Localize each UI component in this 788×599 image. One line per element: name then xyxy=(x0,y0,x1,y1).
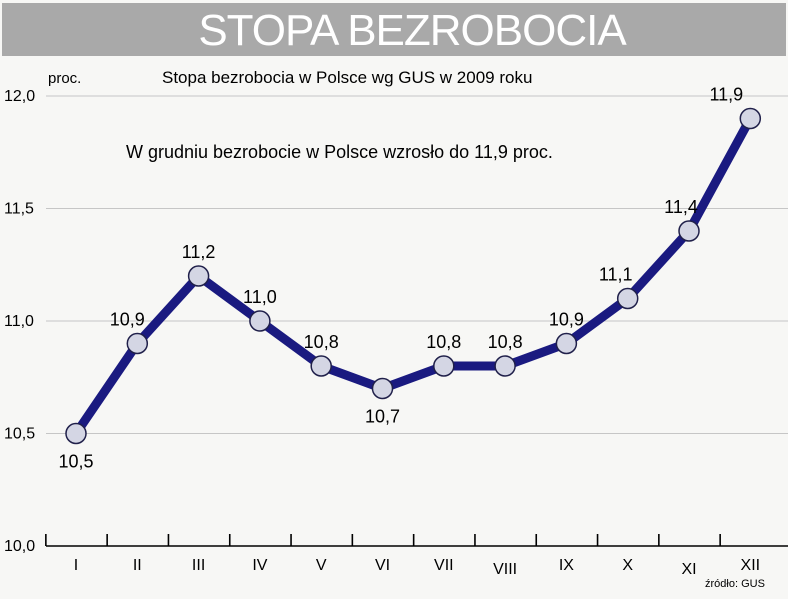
y-tick-label: 10,5 xyxy=(4,426,35,443)
x-tick-label: VIII xyxy=(493,561,517,578)
data-label: 10,9 xyxy=(110,310,145,330)
x-tick-label: III xyxy=(192,557,205,574)
data-point xyxy=(433,355,455,377)
x-tick-label: IV xyxy=(252,557,267,574)
x-tick-label: I xyxy=(74,557,78,574)
data-point xyxy=(310,355,332,377)
data-point xyxy=(555,332,578,355)
data-point xyxy=(678,220,700,242)
source-note: źródło: GUS xyxy=(705,578,765,590)
data-label: 10,8 xyxy=(426,332,461,352)
data-point xyxy=(187,265,210,287)
data-point xyxy=(371,377,394,400)
chart-annotation: W grudniu bezrobocie w Polsce wzrosło do… xyxy=(126,142,553,162)
data-label: 10,7 xyxy=(365,407,400,427)
x-tick-label: X xyxy=(622,557,633,574)
data-label: 10,5 xyxy=(58,452,93,472)
x-tick-label: II xyxy=(133,557,142,574)
series-line xyxy=(71,114,755,438)
y-tick-label: 10,0 xyxy=(4,538,35,555)
data-point xyxy=(65,422,87,445)
data-label: 11,4 xyxy=(664,197,698,217)
data-point xyxy=(739,107,762,130)
data-label: 10,8 xyxy=(304,332,339,352)
data-label: 11,9 xyxy=(709,85,743,105)
y-tick-label: 11,0 xyxy=(4,313,34,330)
x-tick-label: VII xyxy=(434,557,454,574)
data-label: 10,9 xyxy=(549,310,584,330)
data-label: 10,8 xyxy=(488,332,523,352)
data-label: 11,1 xyxy=(599,265,633,285)
x-tick-label: IX xyxy=(559,557,574,574)
title-banner: STOPA BEZROBOCIA xyxy=(2,3,786,56)
data-point xyxy=(249,310,271,332)
data-point xyxy=(616,287,639,310)
y-tick-label: 11,5 xyxy=(4,201,34,218)
chart-title: Stopa bezrobocia w Polsce wg GUS w 2009 … xyxy=(162,68,533,87)
data-point xyxy=(494,355,516,377)
y-axis-unit-label: proc. xyxy=(48,70,82,87)
x-tick-label: XII xyxy=(741,557,761,574)
data-label: 11,0 xyxy=(243,287,277,307)
x-tick-label: VI xyxy=(375,557,390,574)
x-tick-label: V xyxy=(316,557,327,574)
y-tick-label: 12,0 xyxy=(4,88,35,105)
data-label: 11,2 xyxy=(182,242,216,262)
x-tick-label: XI xyxy=(681,561,696,578)
data-point xyxy=(126,332,149,355)
page-title: STOPA BEZROBOCIA xyxy=(198,6,626,55)
